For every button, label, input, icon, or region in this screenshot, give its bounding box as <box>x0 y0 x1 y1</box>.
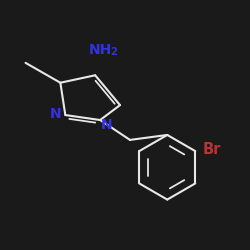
Text: 2: 2 <box>110 47 117 57</box>
Text: N: N <box>100 118 112 132</box>
Text: NH: NH <box>88 44 112 58</box>
Text: Br: Br <box>202 142 220 157</box>
Text: N: N <box>50 107 61 121</box>
